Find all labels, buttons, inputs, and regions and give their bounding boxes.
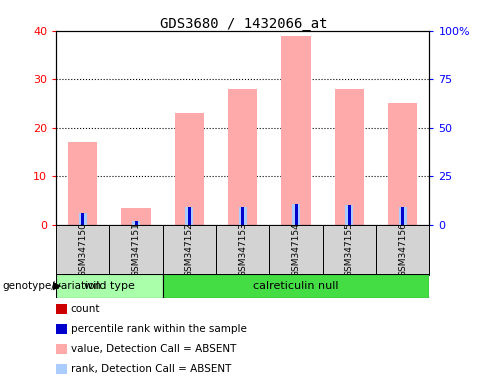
Bar — [335, 89, 364, 225]
Text: GSM347156: GSM347156 — [398, 222, 407, 277]
Text: GSM347154: GSM347154 — [292, 222, 301, 277]
Bar — [388, 103, 417, 225]
Bar — [376, 225, 429, 275]
Bar — [109, 225, 163, 275]
Text: GDS3680 / 1432066_at: GDS3680 / 1432066_at — [160, 17, 328, 31]
Bar — [216, 225, 269, 275]
Bar — [399, 207, 407, 225]
Text: GSM347151: GSM347151 — [132, 222, 141, 277]
Bar — [401, 207, 405, 225]
Text: GSM347152: GSM347152 — [185, 222, 194, 277]
Bar — [269, 225, 323, 275]
Bar — [56, 225, 109, 275]
Bar — [132, 221, 140, 225]
Text: value, Detection Call = ABSENT: value, Detection Call = ABSENT — [71, 344, 236, 354]
Bar — [79, 213, 87, 225]
Text: GSM347150: GSM347150 — [78, 222, 87, 277]
Bar — [295, 204, 298, 225]
Bar — [81, 213, 84, 225]
Text: wild type: wild type — [84, 281, 135, 291]
Bar — [228, 89, 258, 225]
Text: GSM347153: GSM347153 — [238, 222, 247, 277]
Text: percentile rank within the sample: percentile rank within the sample — [71, 324, 246, 334]
Bar — [323, 225, 376, 275]
Bar — [122, 208, 151, 225]
Bar — [163, 274, 429, 298]
Bar — [348, 205, 351, 225]
Text: calreticulin null: calreticulin null — [253, 281, 339, 291]
Bar — [239, 207, 247, 225]
Bar — [185, 207, 193, 225]
Text: GSM347155: GSM347155 — [345, 222, 354, 277]
Text: rank, Detection Call = ABSENT: rank, Detection Call = ABSENT — [71, 364, 231, 374]
Text: count: count — [71, 304, 100, 314]
Bar — [163, 225, 216, 275]
Bar — [135, 221, 138, 225]
Bar — [175, 113, 204, 225]
Bar — [188, 207, 191, 225]
Bar — [56, 274, 163, 298]
Bar — [292, 204, 300, 225]
Text: ▶: ▶ — [53, 281, 61, 291]
Bar — [346, 205, 353, 225]
Bar — [282, 36, 311, 225]
Bar — [68, 142, 98, 225]
Bar — [241, 207, 244, 225]
Text: genotype/variation: genotype/variation — [2, 281, 102, 291]
